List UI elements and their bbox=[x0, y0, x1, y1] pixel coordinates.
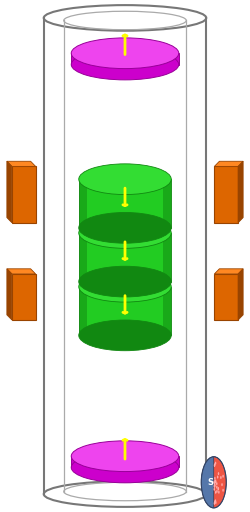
Circle shape bbox=[221, 483, 223, 486]
Polygon shape bbox=[7, 269, 36, 274]
Polygon shape bbox=[163, 179, 171, 228]
Ellipse shape bbox=[71, 38, 179, 69]
Circle shape bbox=[214, 502, 215, 505]
Circle shape bbox=[214, 464, 215, 467]
Ellipse shape bbox=[79, 271, 171, 302]
Ellipse shape bbox=[79, 212, 171, 243]
Polygon shape bbox=[79, 179, 87, 228]
Circle shape bbox=[214, 488, 215, 491]
Polygon shape bbox=[238, 269, 243, 320]
Circle shape bbox=[218, 487, 219, 490]
Circle shape bbox=[215, 491, 216, 494]
Circle shape bbox=[214, 480, 215, 483]
Circle shape bbox=[214, 485, 215, 488]
Polygon shape bbox=[163, 233, 171, 282]
Circle shape bbox=[220, 476, 222, 479]
Ellipse shape bbox=[79, 266, 171, 297]
Circle shape bbox=[214, 500, 216, 503]
Circle shape bbox=[214, 482, 215, 485]
Polygon shape bbox=[163, 287, 171, 335]
Circle shape bbox=[215, 501, 216, 504]
Wedge shape bbox=[201, 457, 214, 508]
Circle shape bbox=[216, 485, 218, 488]
Circle shape bbox=[218, 472, 219, 475]
Ellipse shape bbox=[71, 49, 179, 80]
Polygon shape bbox=[71, 456, 179, 467]
Ellipse shape bbox=[79, 320, 171, 351]
Circle shape bbox=[215, 480, 216, 483]
Polygon shape bbox=[7, 161, 36, 166]
Polygon shape bbox=[238, 161, 243, 223]
Circle shape bbox=[216, 482, 218, 485]
Circle shape bbox=[218, 487, 219, 490]
Circle shape bbox=[214, 480, 216, 483]
Ellipse shape bbox=[79, 218, 171, 248]
Polygon shape bbox=[7, 161, 12, 223]
Polygon shape bbox=[214, 161, 243, 166]
Circle shape bbox=[222, 475, 224, 478]
Polygon shape bbox=[79, 233, 87, 282]
Circle shape bbox=[216, 490, 218, 493]
Polygon shape bbox=[12, 274, 36, 320]
Ellipse shape bbox=[71, 441, 179, 472]
Polygon shape bbox=[214, 274, 238, 320]
Circle shape bbox=[215, 499, 216, 502]
Polygon shape bbox=[214, 269, 243, 274]
Circle shape bbox=[215, 480, 216, 483]
Polygon shape bbox=[79, 287, 87, 335]
Circle shape bbox=[214, 463, 216, 466]
Circle shape bbox=[214, 484, 215, 487]
Polygon shape bbox=[7, 269, 12, 320]
Polygon shape bbox=[79, 233, 171, 282]
Circle shape bbox=[215, 462, 216, 465]
Polygon shape bbox=[71, 53, 179, 65]
Polygon shape bbox=[79, 179, 171, 228]
Circle shape bbox=[217, 476, 218, 479]
Ellipse shape bbox=[71, 452, 179, 483]
Circle shape bbox=[218, 490, 220, 494]
Ellipse shape bbox=[79, 164, 171, 195]
Circle shape bbox=[214, 484, 216, 487]
Polygon shape bbox=[79, 287, 171, 335]
Text: S: S bbox=[208, 478, 214, 487]
Wedge shape bbox=[214, 457, 226, 508]
Circle shape bbox=[214, 477, 216, 480]
Circle shape bbox=[222, 489, 224, 492]
Polygon shape bbox=[12, 166, 36, 223]
Polygon shape bbox=[214, 166, 238, 223]
